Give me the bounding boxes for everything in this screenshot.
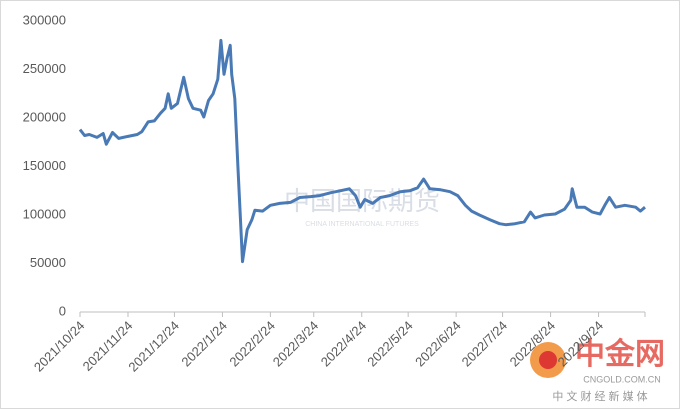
y-tick-label: 250000 xyxy=(23,61,66,76)
y-tick-label: 300000 xyxy=(23,12,66,27)
watermark: 中金网 xyxy=(575,337,665,371)
watermark: CHINA INTERNATIONAL FUTURES xyxy=(305,221,419,228)
watermark: CNGOLD.COM.CN xyxy=(583,374,661,384)
y-tick-label: 150000 xyxy=(23,158,66,173)
watermark: 中国国际期货 xyxy=(284,186,440,216)
y-tick-label: 100000 xyxy=(23,206,66,221)
y-tick-label: 0 xyxy=(59,303,66,318)
y-tick-label: 200000 xyxy=(23,109,66,124)
line xyxy=(78,38,646,264)
watermark: 中 文 财 经 新 媒 体 xyxy=(552,389,647,403)
watermark-logo xyxy=(539,351,557,369)
y-tick-label: 50000 xyxy=(30,255,66,270)
